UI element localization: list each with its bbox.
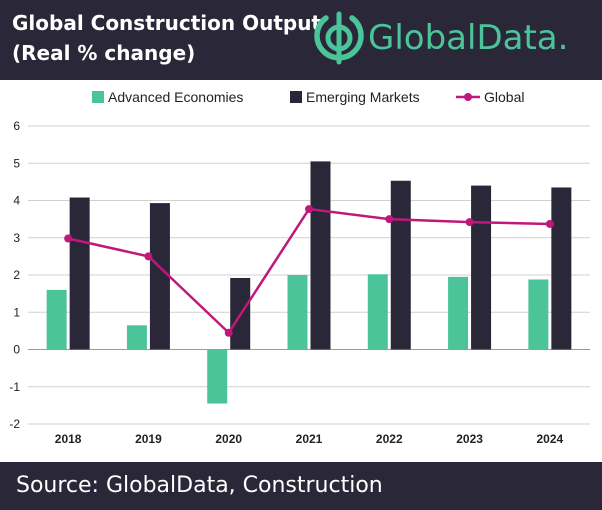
x-tick-label: 2024: [537, 432, 564, 446]
legend-swatch: [92, 91, 104, 103]
global-point: [64, 234, 73, 243]
x-tick-label: 2022: [376, 432, 403, 446]
y-tick-label: 1: [13, 305, 20, 319]
bar-emerging-markets: [310, 161, 331, 350]
globaldata-logo: GlobalData.: [312, 10, 592, 68]
x-tick-label: 2021: [296, 432, 323, 446]
global-point: [224, 328, 233, 337]
global-point: [385, 215, 394, 224]
legend-label: Advanced Economies: [108, 89, 243, 105]
bar-advanced-economies: [528, 279, 549, 350]
bar-advanced-economies: [46, 289, 67, 350]
gridlines: [28, 125, 590, 425]
legend-marker: [464, 93, 472, 101]
bar-emerging-markets: [149, 203, 170, 350]
bar-emerging-markets: [69, 197, 90, 350]
title-line-2: (Real % change): [12, 41, 196, 65]
global-point: [144, 252, 153, 261]
chart-area: Advanced Economies Emerging Markets Global…: [9, 89, 590, 446]
y-tick-label: 0: [13, 343, 20, 357]
bar-advanced-economies: [287, 275, 308, 350]
x-tick-label: 2019: [135, 432, 162, 446]
global-point: [465, 218, 474, 227]
global-line-series: [64, 205, 554, 337]
source-note: Source: GlobalData, Construction: [16, 473, 383, 498]
bars: [46, 161, 572, 404]
bar-advanced-economies: [448, 276, 469, 350]
header-banner: Global Construction Output (Real % chang…: [0, 0, 602, 80]
bar-advanced-economies: [126, 325, 147, 350]
legend: Advanced Economies Emerging Markets Global: [92, 89, 524, 105]
bar-emerging-markets: [390, 180, 411, 350]
global-point: [545, 219, 554, 228]
legend-emerging-markets: Emerging Markets: [290, 89, 420, 105]
y-tick-label: 3: [13, 231, 20, 245]
y-tick-label: 5: [13, 156, 20, 170]
legend-label: Global: [484, 89, 524, 105]
bar-emerging-markets: [471, 185, 492, 350]
y-tick-label: -2: [9, 417, 20, 431]
globaldata-logo-icon: [314, 11, 364, 65]
x-tick-label: 2020: [215, 432, 242, 446]
y-axis: -2 -1 0 1 2 3 4 5 6: [9, 119, 20, 431]
y-tick-label: 2: [13, 268, 20, 282]
chart-title: Global Construction Output (Real % chang…: [12, 8, 321, 68]
title-line-1: Global Construction Output: [12, 11, 321, 35]
bar-advanced-economies: [367, 274, 388, 350]
footer-banner: Source: GlobalData, Construction: [0, 462, 602, 510]
bar-advanced-economies: [207, 349, 228, 404]
x-axis: 2018 2019 2020 2021 2022 2023 2024: [55, 432, 564, 446]
legend-advanced-economies: Advanced Economies: [92, 89, 243, 105]
y-tick-label: -1: [9, 380, 20, 394]
x-tick-label: 2018: [55, 432, 82, 446]
bar-emerging-markets: [551, 187, 572, 350]
logo-text: GlobalData.: [368, 18, 569, 58]
legend-swatch: [290, 91, 302, 103]
global-point: [305, 205, 313, 214]
legend-label: Emerging Markets: [306, 89, 420, 105]
legend-global: Global: [456, 89, 524, 105]
y-tick-label: 4: [13, 194, 20, 208]
x-tick-label: 2023: [456, 432, 483, 446]
y-tick-label: 6: [13, 119, 20, 133]
